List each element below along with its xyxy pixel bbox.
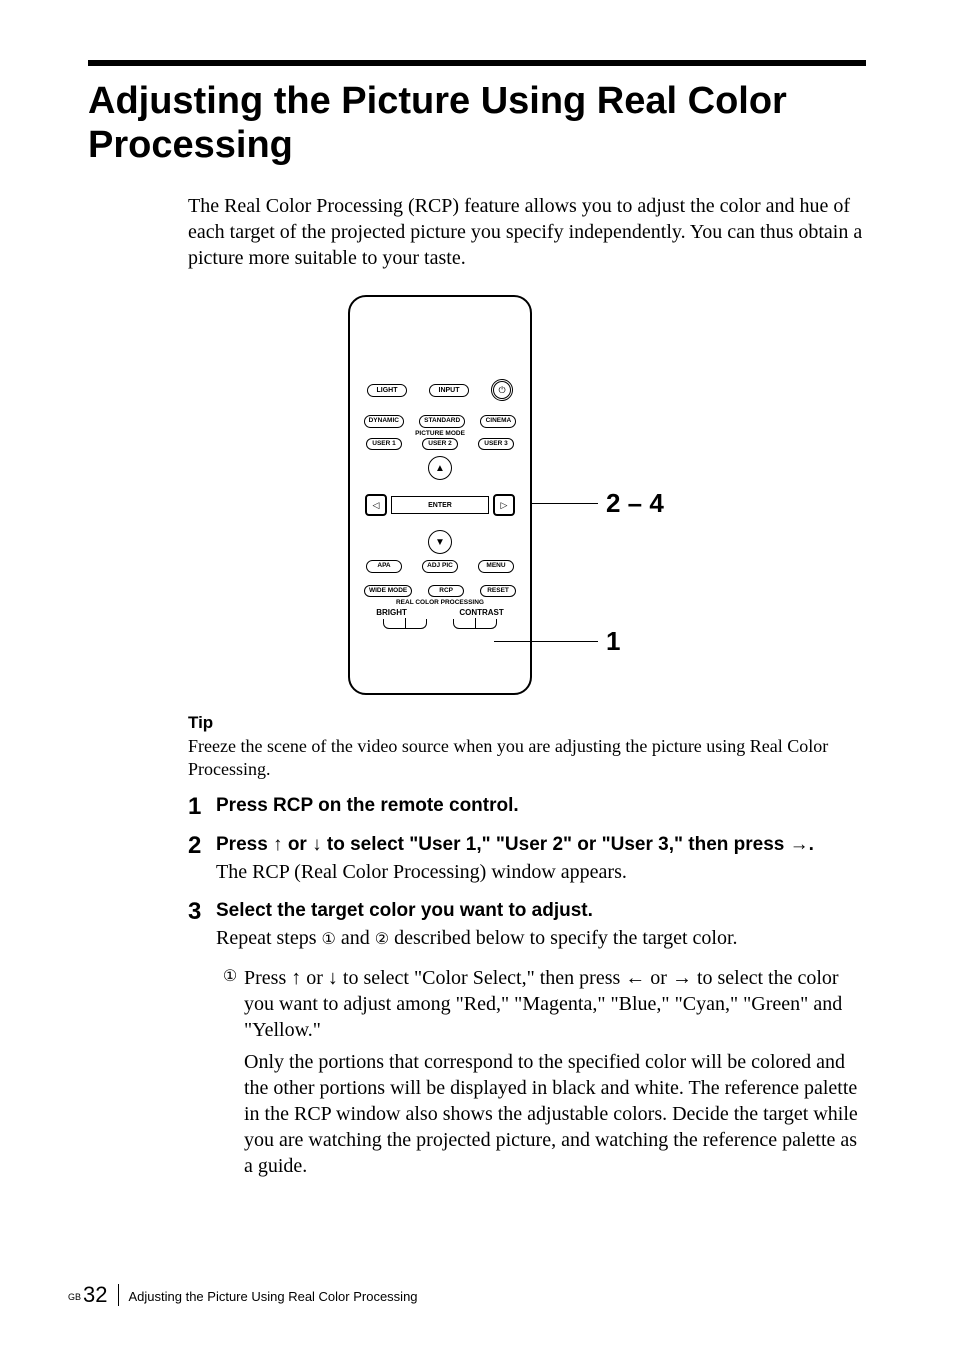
tip-block: Tip Freeze the scene of the video source… — [188, 713, 866, 780]
sub1-t1d: or — [645, 967, 672, 989]
arrow-right-icon: → — [790, 834, 809, 855]
page-title: Adjusting the Picture Using Real Color P… — [88, 80, 866, 167]
arrow-left-icon: ← — [625, 967, 645, 989]
step-1-head: Press RCP on the remote control. — [216, 794, 866, 818]
sub1-t1b: or — [301, 967, 328, 989]
arrow-up-icon: ↑ — [291, 967, 301, 989]
tip-heading: Tip — [188, 713, 866, 733]
contrast-label: CONTRAST — [459, 608, 503, 617]
callout-line-1 — [494, 641, 598, 642]
step-2-head: Press ↑ or ↓ to select "User 1," "User 2… — [216, 833, 866, 857]
menu-button: MENU — [478, 560, 514, 573]
circled-1-icon: ① — [322, 930, 336, 951]
step-3-body-a: Repeat steps — [216, 927, 322, 949]
step-2-head-b: or — [283, 834, 313, 855]
footer-gb: GB — [68, 1292, 81, 1306]
power-icon: ⏻ — [491, 379, 513, 401]
substep-1-bullet: ① — [216, 965, 244, 1179]
arrow-right-icon: → — [672, 967, 692, 989]
step-3-body: Repeat steps ① and ② described below to … — [216, 925, 866, 951]
sub1-t1c: to select "Color Select," then press — [338, 967, 625, 989]
bright-rocker — [383, 619, 427, 629]
remote-row-4: APA ADJ PIC MENU — [350, 560, 530, 573]
intro-paragraph: The Real Color Processing (RCP) feature … — [188, 193, 866, 271]
rcp-button: RCP — [428, 585, 464, 598]
bright-label: BRIGHT — [376, 608, 407, 617]
step-2-number: 2 — [188, 833, 216, 885]
user3-button: USER 3 — [478, 438, 514, 451]
dynamic-button: DYNAMIC — [364, 415, 404, 428]
remote-diagram: LIGHT INPUT ⏻ DYNAMIC STANDARD CINEMA PI… — [188, 295, 866, 695]
dpad-down-icon: ▼ — [428, 530, 452, 554]
step-2: 2 Press ↑ or ↓ to select "User 1," "User… — [188, 833, 866, 885]
step-2-head-a: Press — [216, 834, 273, 855]
remote-row-1: LIGHT INPUT ⏻ — [350, 379, 530, 401]
user2-button: USER 2 — [422, 438, 458, 451]
arrow-up-icon: ↑ — [273, 834, 283, 855]
substep-1-para2: Only the portions that correspond to the… — [244, 1049, 866, 1179]
step-3-number: 3 — [188, 899, 216, 1179]
dpad-left-icon: ◁ — [365, 494, 387, 516]
contrast-rocker — [453, 619, 497, 629]
reset-button: RESET — [480, 585, 516, 598]
callout-1: 1 — [606, 626, 620, 657]
steps-list: 1 Press RCP on the remote control. 2 Pre… — [188, 794, 866, 1179]
section-rule — [88, 60, 866, 66]
step-3-body-c: described below to specify the target co… — [389, 927, 737, 949]
arrow-down-icon: ↓ — [328, 967, 338, 989]
standard-button: STANDARD — [419, 415, 465, 428]
rcp-label: REAL COLOR PROCESSING — [350, 599, 530, 606]
substep-1-para1: Press ↑ or ↓ to select "Color Select," t… — [244, 965, 866, 1043]
dpad: ▲ ◁ ENTER ▷ ▼ — [365, 456, 515, 554]
step-1: 1 Press RCP on the remote control. — [188, 794, 866, 819]
step-2-head-d: . — [809, 834, 814, 855]
dpad-up-icon: ▲ — [428, 456, 452, 480]
input-button: INPUT — [429, 384, 469, 397]
enter-button: ENTER — [391, 496, 489, 514]
picture-mode-label: PICTURE MODE — [350, 430, 530, 437]
light-button: LIGHT — [367, 384, 407, 397]
dpad-right-icon: ▷ — [493, 494, 515, 516]
step-1-number: 1 — [188, 794, 216, 819]
callout-2-4: 2 – 4 — [606, 488, 664, 519]
step-2-body: The RCP (Real Color Processing) window a… — [216, 859, 866, 885]
cinema-button: CINEMA — [480, 415, 516, 428]
rocker-row — [350, 619, 530, 629]
sub1-t1a: Press — [244, 967, 291, 989]
tip-body: Freeze the scene of the video source whe… — [188, 735, 866, 780]
adjpic-button: ADJ PIC — [422, 560, 458, 573]
remote-row-3: USER 1 USER 2 USER 3 — [350, 438, 530, 451]
step-2-head-c: to select "User 1," "User 2" or "User 3,… — [322, 834, 790, 855]
arrow-down-icon: ↓ — [312, 834, 322, 855]
step-3-head: Select the target color you want to adju… — [216, 899, 866, 923]
widemode-button: WIDE MODE — [364, 585, 412, 598]
substep-1: ① Press ↑ or ↓ to select "Color Select,"… — [216, 965, 866, 1179]
remote-body: LIGHT INPUT ⏻ DYNAMIC STANDARD CINEMA PI… — [348, 295, 532, 695]
user1-button: USER 1 — [366, 438, 402, 451]
footer-page-number: 32 — [83, 1284, 118, 1306]
callout-line-24 — [532, 503, 598, 504]
page-footer: GB 32 Adjusting the Picture Using Real C… — [68, 1284, 418, 1306]
circled-2-icon: ② — [375, 930, 389, 951]
bright-contrast-labels: BRIGHT CONTRAST — [350, 608, 530, 617]
step-3-body-b: and — [336, 927, 375, 949]
apa-button: APA — [366, 560, 402, 573]
remote-row-2: DYNAMIC STANDARD CINEMA — [350, 415, 530, 428]
step-3: 3 Select the target color you want to ad… — [188, 899, 866, 1179]
footer-text: Adjusting the Picture Using Real Color P… — [129, 1289, 418, 1306]
remote-row-5: WIDE MODE RCP RESET — [350, 585, 530, 598]
